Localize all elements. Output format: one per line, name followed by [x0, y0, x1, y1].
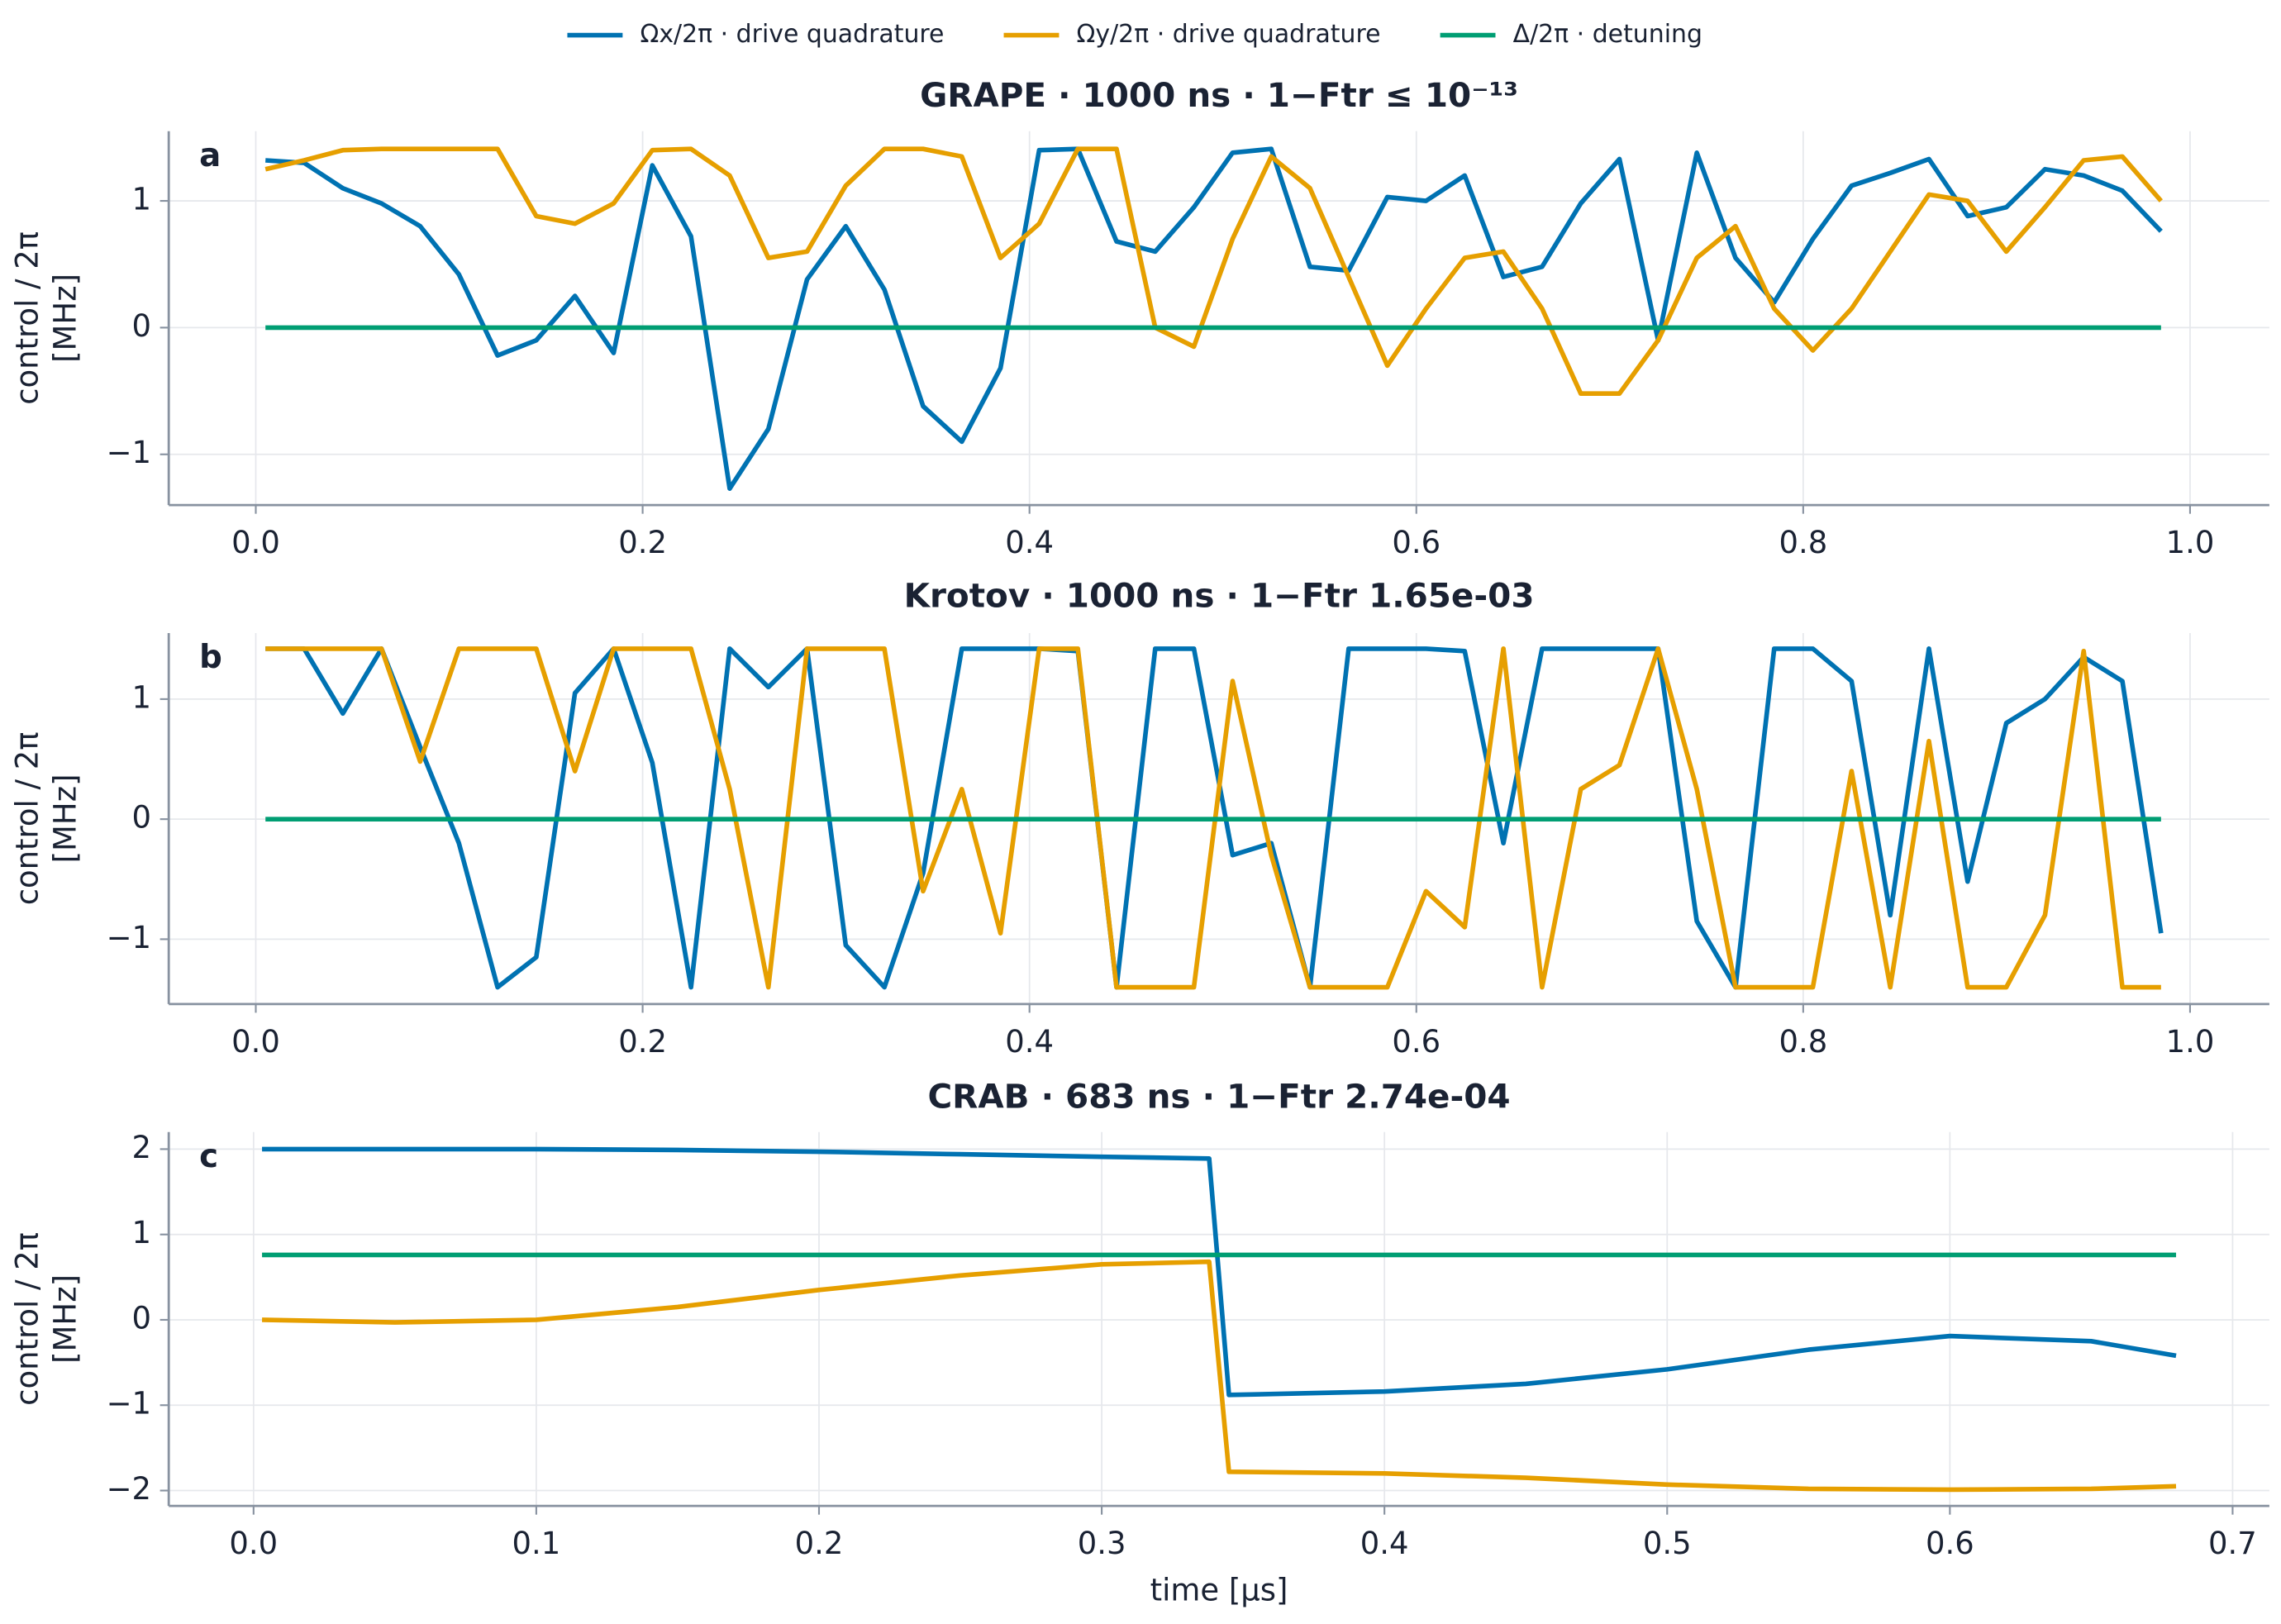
- x-tick-label: 1.0: [2166, 525, 2215, 560]
- y-tick-label: 1: [132, 1215, 152, 1250]
- x-tick-label: 0.6: [1926, 1526, 1974, 1561]
- series-line: [265, 146, 2163, 491]
- series-line: [262, 1146, 2177, 1398]
- y-axis-label: [MHz]: [47, 274, 83, 363]
- x-tick-label: 1.0: [2166, 1024, 2215, 1060]
- y-tick-label: 1: [132, 679, 152, 715]
- y-axis-label: control / 2π: [10, 732, 45, 906]
- panel-title: CRAB · 683 ns · 1−Ftr 2.74e-04: [927, 1076, 1510, 1116]
- x-tick-label: 0.6: [1392, 1024, 1441, 1060]
- series-line: [264, 146, 2163, 396]
- x-tick-label: 0.8: [1779, 525, 1827, 560]
- panel-letter: a: [199, 137, 221, 174]
- y-axis-label: control / 2π: [10, 231, 45, 405]
- x-tick-label: 0.0: [229, 1526, 278, 1561]
- x-axis-label: time [μs]: [1150, 1572, 1288, 1607]
- panel-letter: c: [199, 1138, 218, 1175]
- x-tick-label: 0.2: [618, 1024, 667, 1060]
- y-tick-label: −2: [107, 1471, 151, 1507]
- y-tick-label: 0: [132, 800, 152, 836]
- series-line: [265, 646, 2164, 990]
- x-tick-label: 0.5: [1643, 1526, 1692, 1561]
- y-axis-label: [MHz]: [47, 1274, 83, 1364]
- x-tick-label: 0.4: [1360, 1526, 1409, 1561]
- y-axis-label: [MHz]: [47, 774, 83, 863]
- x-tick-label: 0.1: [512, 1526, 561, 1561]
- y-tick-label: −1: [107, 435, 151, 470]
- x-tick-label: 0.3: [1078, 1526, 1126, 1561]
- series-line: [262, 1259, 2177, 1493]
- y-tick-label: 0: [132, 1300, 152, 1336]
- x-tick-label: 0.4: [1005, 525, 1054, 560]
- x-tick-label: 0.0: [231, 525, 280, 560]
- x-tick-label: 0.7: [2208, 1526, 2257, 1561]
- legend-label: Ωy/2π · drive quadrature: [1077, 20, 1381, 49]
- y-axis-label: control / 2π: [10, 1232, 45, 1406]
- x-tick-label: 0.0: [231, 1024, 280, 1060]
- y-tick-label: −1: [107, 1386, 151, 1422]
- y-tick-label: 2: [132, 1130, 152, 1165]
- panel-title: GRAPE · 1000 ns · 1−Ftr ≤ 10⁻¹³: [920, 75, 1518, 115]
- series-line: [265, 646, 2161, 990]
- y-tick-label: 1: [132, 182, 152, 217]
- x-tick-label: 0.4: [1005, 1024, 1054, 1060]
- legend-label: Ωx/2π · drive quadrature: [640, 20, 944, 49]
- x-tick-label: 0.8: [1779, 1024, 1827, 1060]
- y-tick-label: 0: [132, 308, 152, 344]
- x-tick-label: 0.6: [1392, 525, 1441, 560]
- panel-letter: b: [199, 639, 222, 676]
- legend-label: Δ/2π · detuning: [1513, 20, 1702, 49]
- y-tick-label: −1: [107, 920, 151, 955]
- panel-title: Krotov · 1000 ns · 1−Ftr 1.65e-03: [904, 576, 1535, 616]
- x-tick-label: 0.2: [618, 525, 667, 560]
- x-tick-label: 0.2: [795, 1526, 844, 1561]
